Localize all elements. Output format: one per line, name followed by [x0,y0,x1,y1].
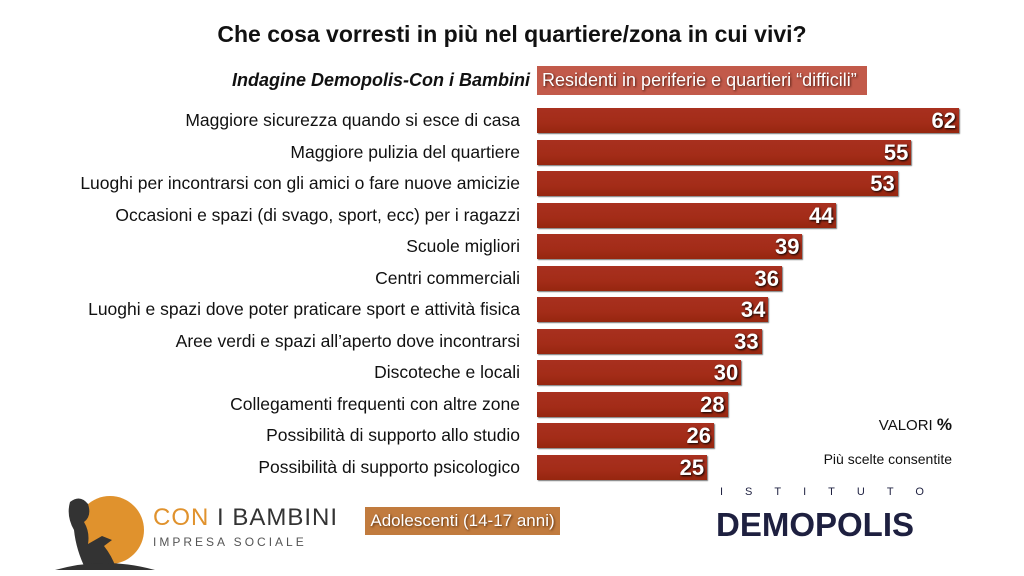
bar: 55 [537,139,912,165]
legend-entry: Residenti in periferie e quartieri “diff… [537,66,867,95]
impresa-sociale-text: IMPRESA SOCIALE [153,535,307,549]
bar: 25 [537,454,708,480]
con-i-bambini-logo-icon [55,496,155,570]
data-label: 55 [883,139,909,165]
bar: 34 [537,297,769,322]
values-note: VALORI % [879,414,952,437]
category-label: Scuole migliori [406,236,520,256]
logo-bambini: I BAMBINI [209,504,339,531]
category-label: Maggiore pulizia del quartiere [290,141,520,162]
bar: 44 [537,202,837,228]
logo-con: CON [153,504,210,531]
chart-subtitle: Indagine Demopolis-Con i Bambini [231,70,530,90]
data-label: 44 [808,202,834,228]
bar: 36 [537,265,783,291]
data-label: 26 [686,423,711,448]
percent-sign: % [936,415,952,434]
category-label: Occasioni e spazi (di svago, sport, ecc)… [115,204,520,225]
multi-choice-note: Più scelte consentite [823,451,952,467]
data-label: 34 [740,297,766,322]
data-label: 53 [870,171,895,196]
category-label: Possibilità di supporto allo studio [266,425,520,445]
category-label: Centri commerciali [375,267,520,288]
bar: 33 [537,328,762,354]
chart-title: Che cosa vorresti in più nel quartiere/z… [217,21,807,47]
demopolis-logo: DEMOPOLIS [716,506,915,543]
category-label: Discoteche e locali [374,362,520,382]
category-label: Luoghi e spazi dove poter praticare spor… [88,299,520,319]
data-label: 36 [754,265,780,291]
category-label: Maggiore sicurezza quando si esce di cas… [185,110,520,130]
data-label: 28 [700,391,725,417]
category-label: Aree verdi e spazi all’aperto dove incon… [175,330,520,351]
category-label: Collegamenti frequenti con altre zone [230,393,520,414]
bar: 53 [537,171,898,196]
segment-label: Adolescenti (14-17 anni) [365,507,560,535]
data-label: 39 [774,234,800,259]
bar: 26 [537,423,714,448]
bar: 30 [537,360,742,385]
category-label: Possibilità di supporto psicologico [258,456,520,477]
bar: 39 [537,234,803,259]
data-label: 33 [734,328,759,354]
data-label: 62 [931,108,956,133]
con-i-bambini-logo-text: CON I BAMBINI [153,504,338,531]
istituto-text: ISTITUTO [720,486,946,498]
data-label: 25 [679,454,705,480]
data-label: 30 [713,360,739,385]
bar: 28 [537,391,728,417]
values-label: VALORI [878,417,933,434]
bar: 62 [537,108,959,133]
category-label: Luoghi per incontrarsi con gli amici o f… [80,173,520,193]
